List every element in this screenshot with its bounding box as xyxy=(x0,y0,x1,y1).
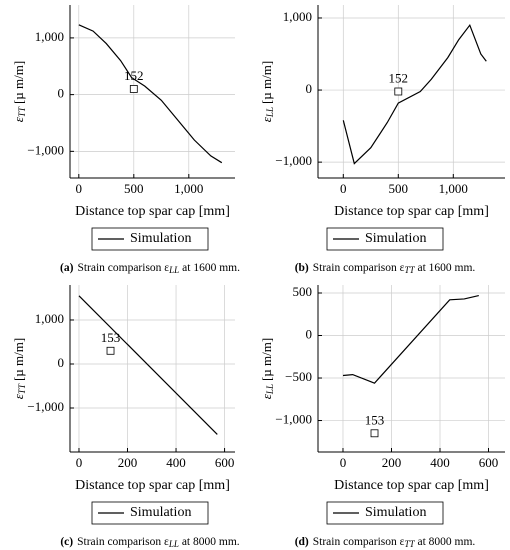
legend-label: Simulation xyxy=(365,505,426,520)
y-tick-label: 0 xyxy=(306,81,313,96)
caption-text: at 8000 mm. xyxy=(182,536,240,548)
x-tick-label: 0 xyxy=(340,455,347,470)
annotation: 153 xyxy=(365,412,385,427)
y-label-unit: [µ m/m] xyxy=(11,338,26,381)
y-label-sub: TT xyxy=(17,106,27,117)
x-tick-label: 600 xyxy=(215,455,235,470)
legend-box xyxy=(326,501,444,525)
y-tick-label: −1,000 xyxy=(275,412,312,427)
series-line xyxy=(78,24,223,164)
y-label-symbol: ε xyxy=(259,393,274,399)
caption-sub: TT xyxy=(404,539,415,549)
legend-box xyxy=(91,227,209,251)
x-axis-label: Distance top spar cap [mm] xyxy=(334,204,489,219)
y-tick-label: 0 xyxy=(306,326,313,341)
caption: (a) Strain comparison εLL at 1600 mm. xyxy=(60,262,240,275)
caption-tag: (a) xyxy=(60,262,74,274)
x-tick-label: 0 xyxy=(76,181,83,196)
measurement-marker xyxy=(394,87,403,96)
y-tick-label: −500 xyxy=(285,369,312,384)
y-axis-label: εLL [µ m/m] xyxy=(259,61,275,122)
y-tick-label: −1,000 xyxy=(27,399,64,414)
x-tick-label: 0 xyxy=(340,181,347,196)
measurement-marker xyxy=(129,85,138,93)
caption-text: Strain comparison ε xyxy=(313,536,405,548)
legend-box xyxy=(326,227,444,251)
series-line xyxy=(78,295,218,435)
y-label-unit: [µ m/m] xyxy=(259,338,274,381)
y-tick-label: 1,000 xyxy=(283,9,312,24)
y-tick-label: 0 xyxy=(58,86,65,101)
y-axis-label: εTT [µ m/m] xyxy=(11,338,27,399)
y-tick-label: 0 xyxy=(58,355,65,370)
y-tick-label: 500 xyxy=(293,284,313,299)
y-tick-label: −1,000 xyxy=(27,142,64,157)
legend-label: Simulation xyxy=(365,231,426,246)
measurement-marker xyxy=(106,346,115,355)
y-label-unit: [µ m/m] xyxy=(11,61,26,104)
y-tick-label: 1,000 xyxy=(35,29,64,44)
legend-label: Simulation xyxy=(130,231,191,246)
caption-text: at 8000 mm. xyxy=(417,536,475,548)
caption-sub: LL xyxy=(168,539,179,549)
annotation: 153 xyxy=(101,330,121,345)
x-tick-label: 1,000 xyxy=(439,181,468,196)
caption-sub: TT xyxy=(404,265,415,275)
x-axis-label: Distance top spar cap [mm] xyxy=(334,478,489,493)
y-label-sub: LL xyxy=(265,384,275,395)
annotation: 152 xyxy=(124,68,144,83)
annotation: 152 xyxy=(389,70,409,85)
x-tick-label: 400 xyxy=(166,455,186,470)
caption-text: at 1600 mm. xyxy=(182,262,240,274)
y-axis-label: εTT [µ m/m] xyxy=(11,61,27,122)
caption: (b) Strain comparison εTT at 1600 mm. xyxy=(295,262,476,275)
x-axis-label: Distance top spar cap [mm] xyxy=(75,478,230,493)
measurement-marker xyxy=(370,429,379,438)
y-tick-label: 1,000 xyxy=(35,311,64,326)
legend-box xyxy=(91,501,209,525)
caption-sub: LL xyxy=(168,265,179,275)
caption-text: at 1600 mm. xyxy=(417,262,475,274)
x-tick-label: 1,000 xyxy=(174,181,203,196)
caption-text: Strain comparison ε xyxy=(77,536,169,548)
y-label-symbol: ε xyxy=(11,116,26,122)
y-label-unit: [µ m/m] xyxy=(259,61,274,104)
y-axis-label: εLL [µ m/m] xyxy=(259,338,275,399)
caption-text: Strain comparison ε xyxy=(313,262,405,274)
caption-tag: (c) xyxy=(60,536,73,548)
x-tick-label: 200 xyxy=(382,455,402,470)
series-line xyxy=(342,294,479,384)
caption-tag: (d) xyxy=(295,536,309,548)
y-label-sub: LL xyxy=(265,107,275,118)
y-tick-label: −1,000 xyxy=(275,153,312,168)
x-tick-label: 600 xyxy=(479,455,499,470)
x-tick-label: 500 xyxy=(124,181,144,196)
x-axis-label: Distance top spar cap [mm] xyxy=(75,204,230,219)
y-label-sub: TT xyxy=(17,383,27,394)
x-tick-label: 500 xyxy=(389,181,409,196)
x-tick-label: 200 xyxy=(118,455,138,470)
y-label-symbol: ε xyxy=(259,116,274,122)
caption-tag: (b) xyxy=(295,262,309,274)
x-tick-label: 400 xyxy=(430,455,450,470)
series-line xyxy=(342,23,487,165)
x-tick-label: 0 xyxy=(76,455,83,470)
caption-text: Strain comparison ε xyxy=(77,262,169,274)
caption: (c) Strain comparison εLL at 8000 mm. xyxy=(60,536,239,549)
legend-label: Simulation xyxy=(130,505,191,520)
y-label-symbol: ε xyxy=(11,393,26,399)
caption: (d) Strain comparison εTT at 8000 mm. xyxy=(295,536,476,549)
